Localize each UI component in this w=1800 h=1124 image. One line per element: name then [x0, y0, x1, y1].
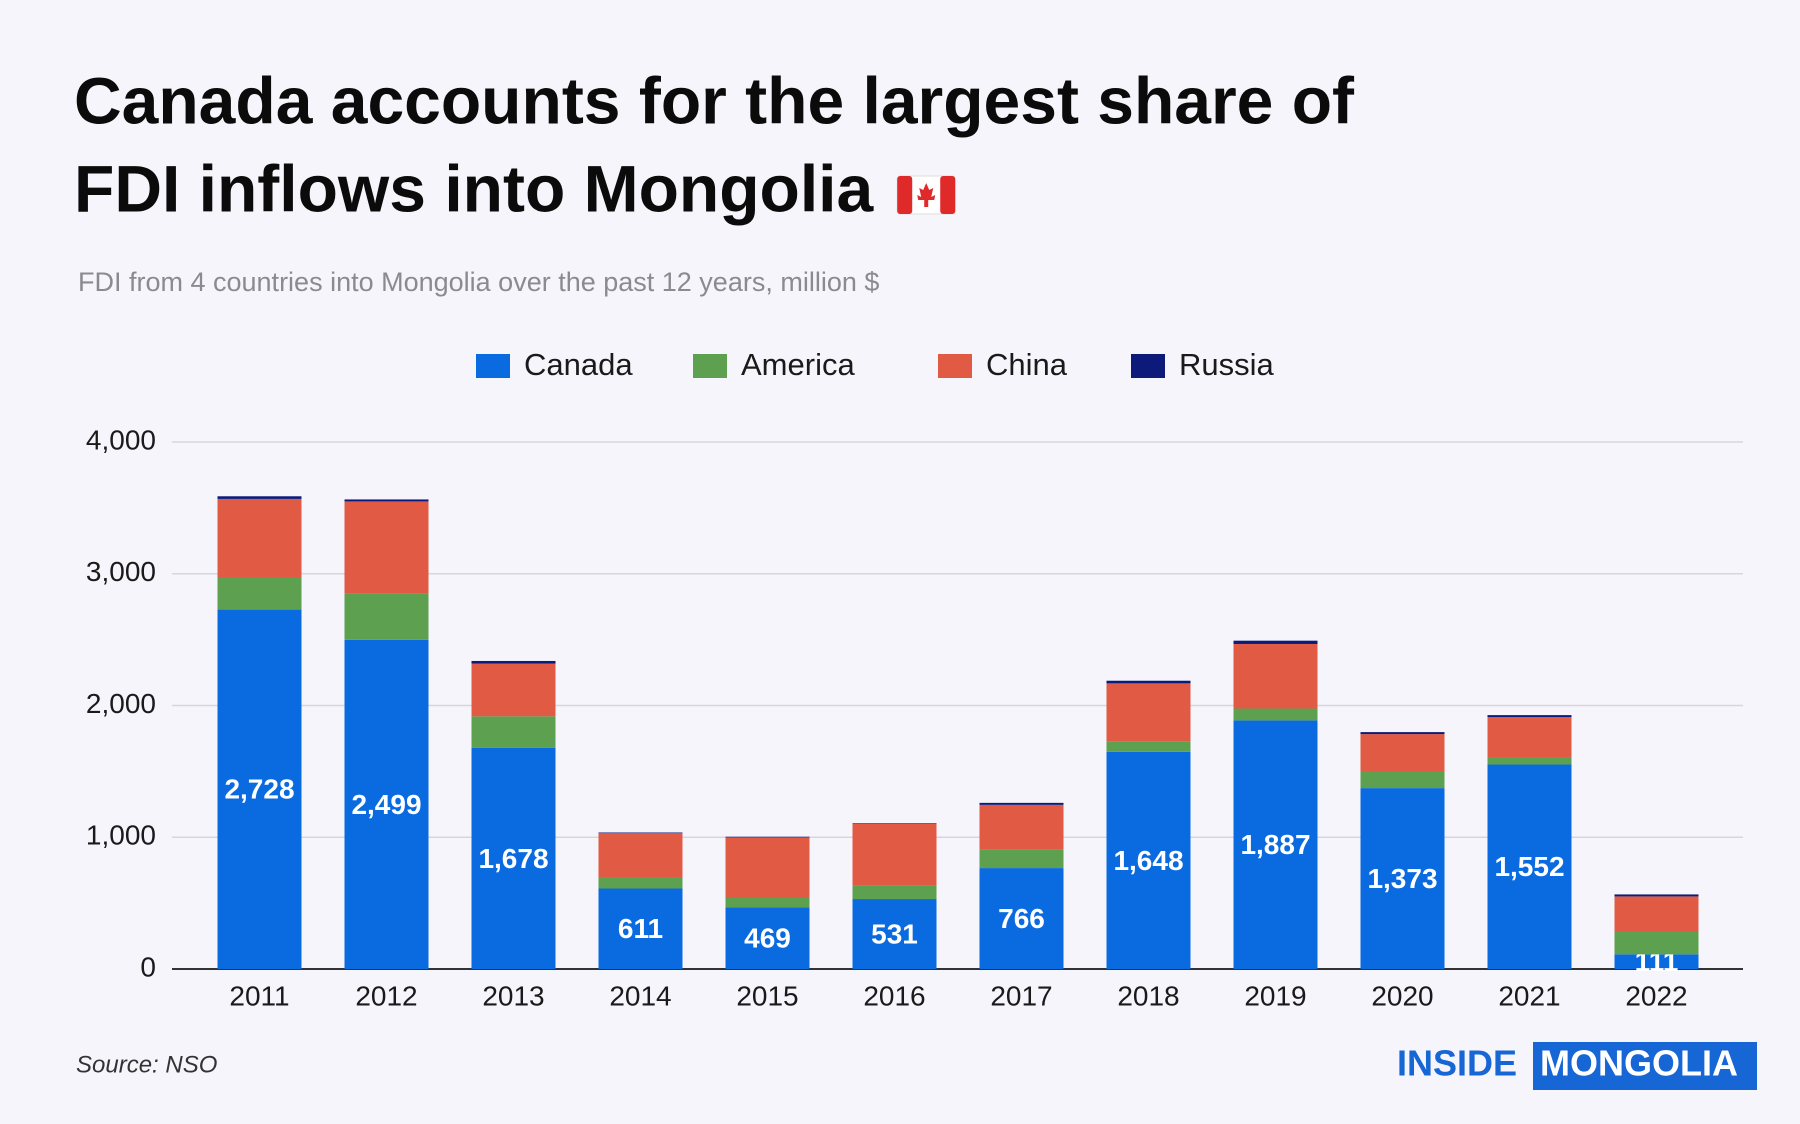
y-tick-label: 0 [140, 951, 156, 982]
chart-title: Canada accounts for the largest share of [74, 63, 1355, 137]
bar-segment [1233, 640, 1318, 644]
bar-segment [1233, 720, 1318, 969]
bar-segment [725, 907, 810, 969]
bar-segment [1106, 741, 1191, 752]
bar-segment [979, 804, 1064, 850]
bar-segment [1106, 683, 1191, 742]
x-tick-label: 2020 [1371, 980, 1433, 1011]
bar-segment [1233, 643, 1318, 709]
data-label: 1,648 [1113, 845, 1183, 876]
y-tick-label: 4,000 [86, 424, 156, 455]
y-tick-label: 2,000 [86, 688, 156, 719]
bar-segment [852, 823, 937, 886]
x-tick-label: 2013 [482, 980, 544, 1011]
bar-segment [471, 747, 556, 969]
data-label: 1,887 [1240, 829, 1310, 860]
data-label: 531 [871, 918, 918, 949]
legend-swatch [938, 354, 972, 378]
x-tick-label: 2015 [736, 980, 798, 1011]
bar-segment [344, 499, 429, 502]
data-label: 766 [998, 903, 1045, 934]
data-label: 2,499 [351, 789, 421, 820]
bar-segment [852, 899, 937, 969]
bar-segment [471, 663, 556, 717]
bar-segment [1614, 896, 1699, 932]
bar-segment [217, 498, 302, 578]
bar-segment [598, 833, 683, 878]
bar-segment [344, 501, 429, 594]
legend-swatch [693, 354, 727, 378]
bar-segment [1233, 708, 1318, 721]
bar-segment [598, 877, 683, 889]
bar-segment [852, 823, 937, 824]
x-tick-label: 2014 [609, 980, 671, 1011]
bar-segment [725, 837, 810, 898]
bar-segment [979, 802, 1064, 805]
flag-icon [896, 175, 956, 215]
chart-title: FDI inflows into Mongolia [74, 151, 875, 225]
bar-segment [217, 577, 302, 610]
x-tick-label: 2017 [990, 980, 1052, 1011]
data-label: 469 [744, 922, 791, 953]
bar-segment [1360, 734, 1445, 771]
y-tick-label: 3,000 [86, 556, 156, 587]
bar-segment [598, 832, 683, 834]
chart-subtitle: FDI from 4 countries into Mongolia over … [78, 267, 879, 297]
bar-segment [1106, 751, 1191, 969]
legend-label: Russia [1179, 347, 1275, 382]
bar-segment [471, 716, 556, 748]
bar-segment [1360, 770, 1445, 789]
x-tick-label: 2021 [1498, 980, 1560, 1011]
bar-segment [344, 639, 429, 969]
bar-segment [1487, 717, 1572, 758]
bar-segment [344, 593, 429, 640]
bar-segment [471, 660, 556, 664]
data-label: 1,552 [1494, 851, 1564, 882]
bar-segment [1614, 931, 1699, 955]
bar-segment [1360, 788, 1445, 969]
logo-text: INSIDE [1397, 1043, 1517, 1084]
bar-segment [1487, 715, 1572, 718]
bar-segment [1106, 680, 1191, 684]
bar-segment [598, 888, 683, 969]
bar-segment [725, 897, 810, 908]
bar-segment [217, 496, 302, 499]
bar-segment [725, 836, 810, 838]
data-label: 2,728 [224, 774, 294, 805]
x-tick-label: 2011 [229, 980, 289, 1011]
source-note: Source: NSO [76, 1051, 217, 1078]
x-tick-label: 2019 [1244, 980, 1306, 1011]
x-tick-label: 2016 [863, 980, 925, 1011]
x-tick-label: 2012 [355, 980, 417, 1011]
legend-label: America [741, 347, 855, 382]
bar-segment [1487, 757, 1572, 765]
bar-segment [979, 868, 1064, 969]
y-tick-label: 1,000 [86, 820, 156, 851]
legend-swatch [1131, 354, 1165, 378]
bar-segment [1360, 732, 1445, 735]
x-tick-label: 2018 [1117, 980, 1179, 1011]
bar-segment [217, 609, 302, 969]
legend-label: China [986, 347, 1068, 382]
bar-segment [1487, 764, 1572, 969]
logo-box [1533, 1042, 1757, 1090]
bar-segment [1614, 954, 1699, 969]
data-label: 1,678 [478, 843, 548, 874]
bar-segment [1614, 894, 1699, 897]
legend-label: Canada [524, 347, 633, 382]
legend-swatch [476, 354, 510, 378]
bar-segment [852, 885, 937, 900]
data-label: 611 [618, 913, 663, 944]
x-tick-label: 2022 [1625, 980, 1687, 1011]
data-label: 1,373 [1367, 863, 1437, 894]
bar-segment [979, 849, 1064, 869]
logo-text: MONGOLIA [1540, 1043, 1738, 1084]
